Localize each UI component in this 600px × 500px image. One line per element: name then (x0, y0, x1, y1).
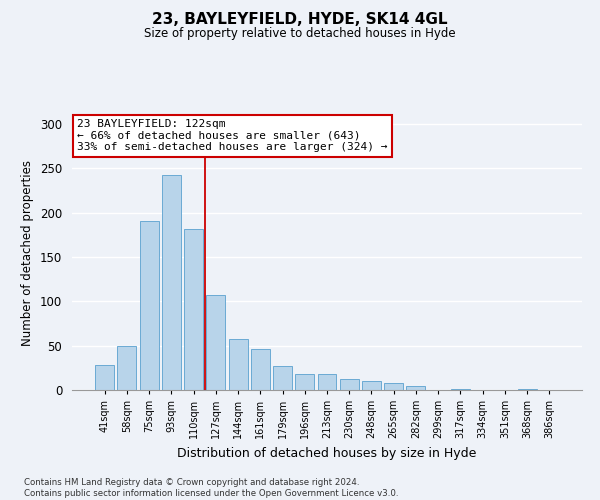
Bar (229, 340, 248, 390)
Bar (362, 381, 381, 390)
Bar (140, 222, 158, 390)
Text: Size of property relative to detached houses in Hyde: Size of property relative to detached ho… (144, 28, 456, 40)
Bar (206, 295, 225, 390)
Bar (95, 365, 114, 390)
Bar (118, 346, 136, 390)
Bar (162, 176, 181, 390)
Bar (340, 380, 359, 390)
Bar (518, 389, 536, 390)
Bar (451, 389, 470, 390)
Bar (317, 374, 337, 390)
Bar (184, 228, 203, 390)
Bar (384, 383, 403, 390)
Text: 23 BAYLEYFIELD: 122sqm
← 66% of detached houses are smaller (643)
33% of semi-de: 23 BAYLEYFIELD: 122sqm ← 66% of detached… (77, 119, 388, 152)
Y-axis label: Number of detached properties: Number of detached properties (22, 160, 34, 346)
Text: 23, BAYLEYFIELD, HYDE, SK14 4GL: 23, BAYLEYFIELD, HYDE, SK14 4GL (152, 12, 448, 28)
Bar (251, 349, 270, 390)
Bar (295, 374, 314, 390)
Text: Contains HM Land Registry data © Crown copyright and database right 2024.
Contai: Contains HM Land Registry data © Crown c… (24, 478, 398, 498)
Bar (273, 366, 292, 390)
Bar (406, 386, 425, 390)
X-axis label: Distribution of detached houses by size in Hyde: Distribution of detached houses by size … (178, 446, 476, 460)
